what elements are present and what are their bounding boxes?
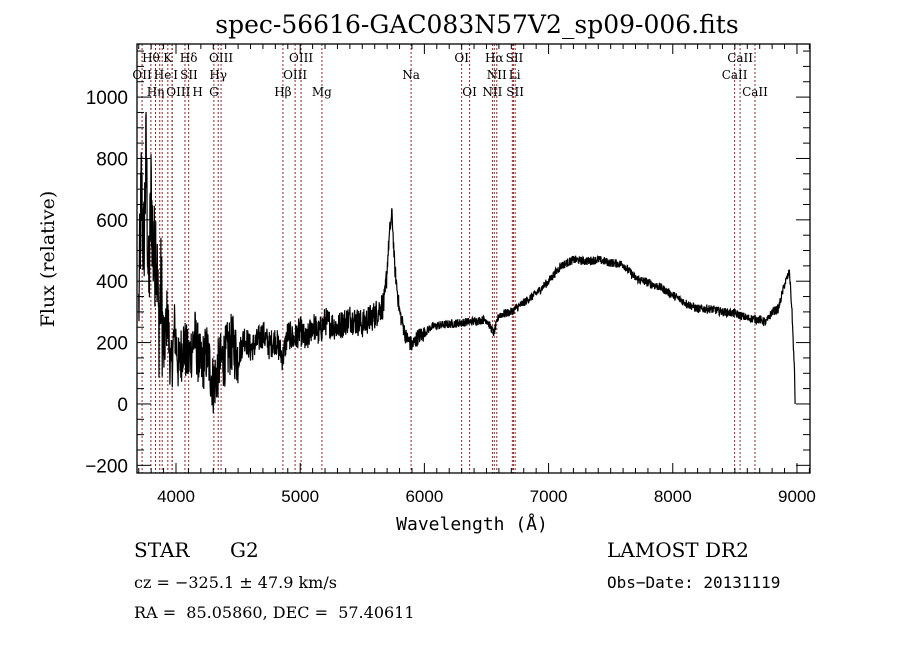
x-tick-label: 7000: [530, 487, 568, 506]
line-marker-label: Hθ: [142, 51, 160, 65]
flux-series-line: [138, 111, 796, 414]
survey-name: LAMOST DR2: [607, 538, 749, 562]
observation-date: Obs−Date: 20131119: [607, 573, 781, 592]
chart-title: spec-56616-GAC083N57V2_sp09-006.fits: [215, 10, 738, 39]
line-marker-label: OIII: [209, 51, 233, 65]
line-marker-label: OIII: [166, 85, 190, 99]
line-marker-label: K: [163, 51, 173, 65]
line-marker-label: Hα: [485, 51, 504, 65]
y-axis: −200 0 200 400 600 800 1000: [85, 50, 810, 477]
x-tick-label: 8000: [654, 487, 692, 506]
line-marker-label: He: [154, 68, 172, 82]
plot-frame: [136, 43, 811, 474]
x-tick-label: 6000: [405, 487, 443, 506]
line-marker-label: SII: [506, 85, 524, 99]
x-tick-label: 9000: [778, 487, 816, 506]
x-tick-label: 4000: [157, 487, 195, 506]
line-marker-label: Hγ: [209, 68, 227, 82]
line-marker-label: Hδ: [180, 51, 198, 65]
line-marker-label: Hβ: [274, 85, 291, 99]
coordinates-readout: RA = 85.05860, DEC = 57.40611: [134, 603, 415, 622]
x-axis: 4000 5000 6000 7000 8000 9000: [138, 44, 816, 506]
line-marker-label: Li: [509, 68, 521, 82]
line-marker-label: OI: [462, 85, 477, 99]
line-marker-label: H: [192, 85, 202, 99]
line-marker-label: Na: [402, 68, 420, 82]
line-marker-label: OI: [454, 51, 469, 65]
object-class: STAR: [134, 538, 190, 562]
y-tick-label: 0: [117, 395, 128, 416]
x-axis-label: Wavelength (Å): [396, 513, 548, 535]
line-marker-label: Hη: [147, 85, 165, 99]
line-marker-label: OIII: [289, 51, 313, 65]
y-tick-label: −200: [85, 456, 128, 477]
line-marker-label: I: [173, 68, 178, 82]
line-markers: [141, 44, 756, 473]
y-tick-label: 200: [96, 334, 128, 355]
y-tick-label: 400: [96, 272, 128, 293]
object-subclass: G2: [230, 538, 259, 562]
line-marker-label: NII: [487, 68, 507, 82]
line-marker-label: G: [209, 85, 219, 99]
x-tick-label: 5000: [281, 487, 319, 506]
line-marker-label: Mg: [312, 85, 332, 99]
line-marker-label: CaII: [742, 85, 768, 99]
line-marker-label: SII: [180, 68, 198, 82]
y-tick-label: 600: [96, 211, 128, 232]
line-marker-label: OIII: [283, 68, 307, 82]
line-marker-label: CaII: [727, 51, 753, 65]
redshift-readout: cz = −325.1 ± 47.9 km/s: [134, 573, 337, 592]
line-marker-label: OII: [132, 68, 152, 82]
y-tick-label: 1000: [86, 88, 128, 109]
line-marker-label: CaII: [722, 68, 748, 82]
line-marker-label: SII: [506, 51, 524, 65]
y-tick-label: 800: [96, 149, 128, 170]
y-axis-label: Flux (relative): [37, 191, 59, 328]
line-marker-label: NII: [482, 85, 502, 99]
